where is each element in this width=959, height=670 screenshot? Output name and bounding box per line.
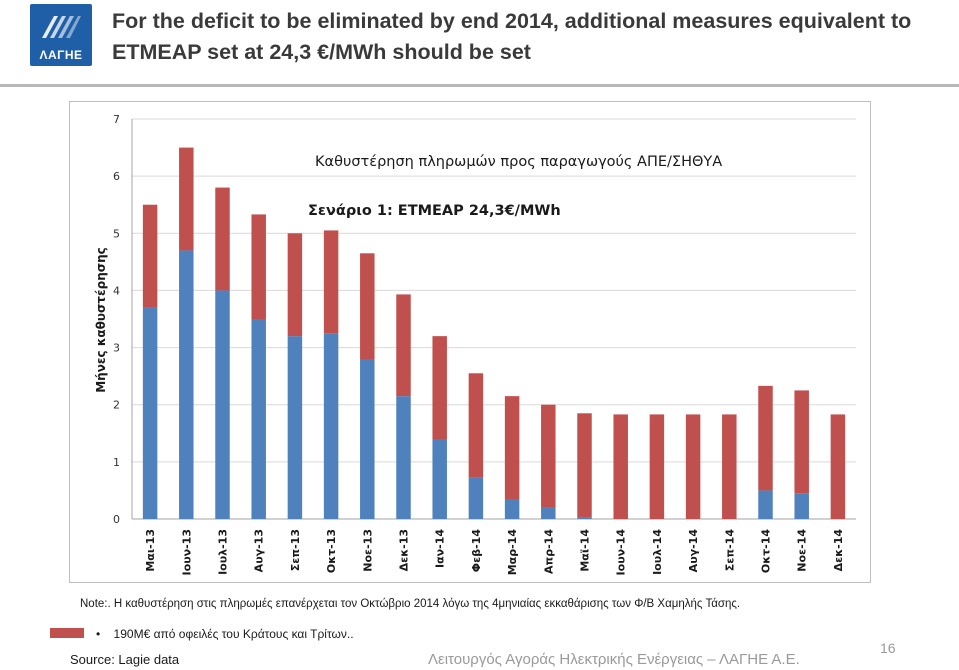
bar-red xyxy=(794,390,809,494)
bar-red xyxy=(396,294,411,397)
y-tick-label: 1 xyxy=(113,456,120,469)
bar-red xyxy=(830,414,846,519)
bar-red xyxy=(685,414,701,519)
y-tick-label: 4 xyxy=(113,284,120,297)
bar-blue xyxy=(251,319,266,519)
x-tick-label: Σεπ-13 xyxy=(289,529,302,571)
x-tick-label: Δεκ-13 xyxy=(398,529,411,571)
logo-wave-icon xyxy=(42,16,81,38)
y-tick-label: 2 xyxy=(113,399,120,412)
x-tick-label: Νοε-13 xyxy=(361,529,374,572)
bar-blue xyxy=(179,250,194,519)
bar-red xyxy=(541,404,556,508)
bar-red xyxy=(613,414,628,519)
bar-blue xyxy=(323,333,339,519)
x-tick-label: Ιουν-13 xyxy=(180,529,193,575)
slide-title: For the deficit to be eliminated by end … xyxy=(112,9,912,64)
bar-blue xyxy=(758,490,773,519)
x-tick-label: Οκτ-14 xyxy=(760,529,773,573)
legend-entry: • 190Μ€ από οφειλές του Κράτους και Τρίτ… xyxy=(96,627,354,641)
footer-organization: Λειτουργός Αγοράς Ηλεκτρικής Ενέργειας –… xyxy=(428,651,800,668)
bar-blue xyxy=(396,396,411,519)
bar-red xyxy=(649,414,665,519)
legend-swatch-red xyxy=(50,628,84,638)
bar-blue xyxy=(142,307,158,519)
x-tick-label: Απρ-14 xyxy=(542,529,555,574)
y-axis-label: Μήνες καθυστέρησης xyxy=(94,247,108,393)
bar-red xyxy=(323,230,339,334)
legend-text: 190Μ€ από οφειλές του Κράτους και Τρίτων… xyxy=(113,627,354,641)
logo-text: ΛΑΓΗΕ xyxy=(39,48,83,62)
bar-blue xyxy=(432,439,447,519)
bar-red xyxy=(758,385,773,491)
x-tick-label: Ιουν-14 xyxy=(615,529,628,576)
x-tick-label: Σεπ-14 xyxy=(723,529,736,572)
bar-red xyxy=(468,373,484,478)
x-tick-label: Ιουλ-14 xyxy=(651,529,664,575)
bar-red xyxy=(504,396,520,499)
y-tick-label: 3 xyxy=(113,342,120,355)
bar-red xyxy=(251,214,266,319)
bar-blue xyxy=(468,477,484,519)
bar-red xyxy=(722,414,737,519)
bar-red xyxy=(215,187,230,291)
bar-blue xyxy=(287,336,303,519)
x-tick-label: Αυγ-14 xyxy=(687,529,700,573)
x-tick-label: Ιουλ-13 xyxy=(217,529,230,575)
chart-title: Καθυστέρηση πληρωμών προς παραγωγούς ΑΠΕ… xyxy=(315,154,722,170)
slide-header: ΛΑΓΗΕ For the deficit to be eliminated b… xyxy=(0,0,959,84)
x-tick-label: Μαι-13 xyxy=(144,529,157,572)
lagie-logo: ΛΑΓΗΕ xyxy=(30,4,92,66)
source-note: Source: Lagie data xyxy=(70,652,180,667)
x-tick-label: Αυγ-13 xyxy=(253,529,266,572)
bar-red xyxy=(360,253,375,359)
y-tick-label: 7 xyxy=(113,113,120,126)
x-tick-label: Μαρ-14 xyxy=(506,529,519,576)
bar-blue xyxy=(541,507,556,519)
x-tick-label: Δεκ-14 xyxy=(832,529,845,572)
chart-container: 0 1 2 3 4 5 6 7 Μαι-13 Ιουν-13 Ιουλ-13 Αυγ-13 Σεπ-1… xyxy=(69,101,871,583)
bar-blue xyxy=(215,290,230,519)
x-tick-label: Ιαν-14 xyxy=(434,529,447,568)
chart-note: Note:. Η καθυστέρηση στις πληρωμές επανέ… xyxy=(80,598,741,610)
bar-blue xyxy=(360,359,375,519)
bar-red xyxy=(179,147,194,251)
bar-blue xyxy=(577,517,592,519)
bar-red xyxy=(432,336,447,439)
y-tick-label: 5 xyxy=(113,227,120,240)
header-divider xyxy=(0,84,959,87)
y-tick-label: 6 xyxy=(113,170,120,183)
x-tick-label: Μαϊ-14 xyxy=(579,529,592,572)
y-tick-label: 0 xyxy=(113,513,120,526)
bar-blue xyxy=(504,499,520,519)
bar-red xyxy=(577,413,592,518)
bar-blue xyxy=(794,493,809,519)
page-number: 16 xyxy=(880,640,896,656)
bar-red xyxy=(287,233,303,337)
stacked-bar-chart: 0 1 2 3 4 5 6 7 Μαι-13 Ιουν-13 Ιουλ-13 Αυγ-13 Σεπ-1… xyxy=(94,113,856,576)
x-tick-label: Νοε-14 xyxy=(796,529,809,572)
x-tick-label: Οκτ-13 xyxy=(325,529,338,573)
x-tick-label: Φεβ-14 xyxy=(470,529,483,573)
chart-subtitle: Σενάριο 1: ETMEAP 24,3€/MWh xyxy=(308,203,561,219)
bar-red xyxy=(142,204,158,308)
bullet-icon: • xyxy=(96,627,101,641)
